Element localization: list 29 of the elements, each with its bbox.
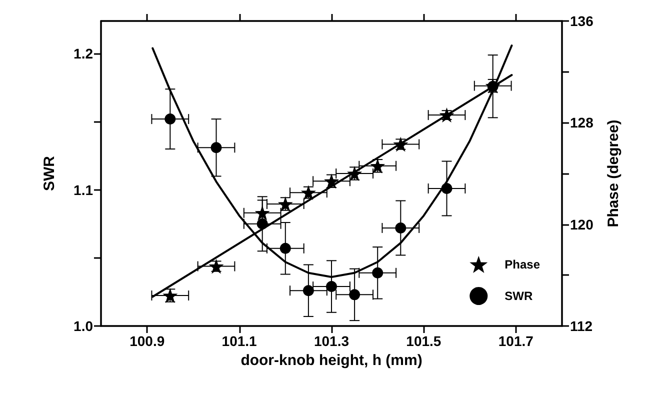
y2-tick-label: 120: [570, 216, 594, 232]
x-tick-label: 101.7: [498, 333, 534, 349]
x-axis-title: door-knob height, h (mm): [240, 352, 422, 369]
point: [280, 242, 291, 254]
point: [302, 285, 314, 296]
x-tick-label: 101.5: [406, 333, 442, 349]
point: [256, 218, 268, 230]
legend-label: Phase: [504, 257, 540, 272]
y-tick-label: 1.1: [74, 182, 94, 198]
legend-label: SWR: [504, 289, 533, 303]
x-tick-label: 100.9: [130, 333, 165, 349]
point: [372, 267, 384, 278]
point: [395, 222, 406, 234]
point: [441, 182, 452, 194]
y2-tick-label: 136: [570, 13, 594, 29]
point: [326, 281, 337, 292]
y2-axis-title: Phase (degree): [605, 120, 622, 228]
point: [164, 114, 176, 125]
y-tick-label: 1.2: [74, 46, 94, 62]
point: [349, 289, 360, 300]
y2-tick-label: 128: [570, 114, 594, 131]
x-tick-label: 101.3: [314, 333, 350, 349]
y-tick-label: 1.0: [74, 318, 94, 334]
point: [254, 205, 270, 220]
x-tick-label: 101.1: [222, 333, 258, 349]
point: [439, 108, 454, 123]
y2-tick-label: 112: [570, 318, 593, 334]
point: [210, 142, 222, 154]
y-axis-title: SWR: [41, 156, 58, 191]
